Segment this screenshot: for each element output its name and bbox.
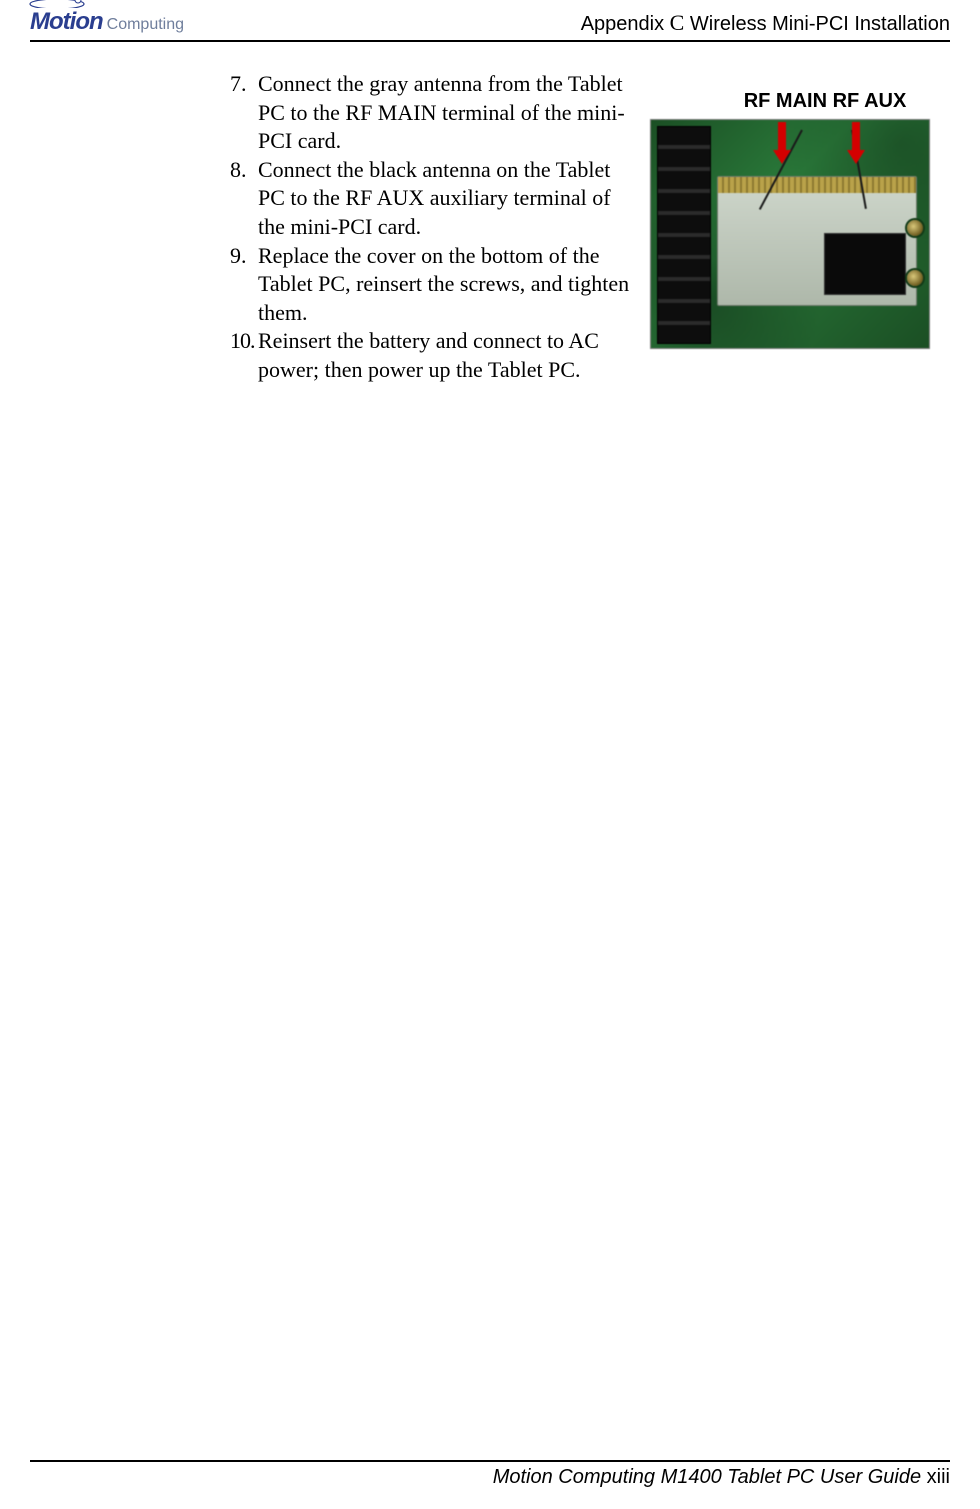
pcb-screw-hole [907,270,923,286]
arrow-rf-aux-icon [847,122,865,164]
footer-rule [30,1460,950,1462]
step-item: 10. Reinsert the battery and connect to … [230,327,630,384]
page-footer: Motion Computing M1400 Tablet PC User Gu… [30,1460,950,1489]
step-text: Reinsert the battery and connect to AC p… [258,327,630,384]
appendix-heading: Appendix C Wireless Mini-PCI Installatio… [581,10,950,36]
appendix-label: Appendix [581,13,664,35]
brand-logo: Motion Computing [30,8,184,36]
appendix-letter: C [670,10,685,35]
appendix-title: Wireless Mini-PCI Installation [690,13,950,35]
footer-text: Motion Computing M1400 Tablet PC User Gu… [30,1466,950,1489]
step-number: 7. [230,70,258,156]
mini-pci-illustration [650,119,930,349]
rf-terminal-labels: RF MAIN RF AUX [700,90,950,113]
step-number: 9. [230,242,258,328]
logo-computing-text: Computing [107,16,184,34]
step-number: 10. [230,327,258,384]
mini-pci-card [717,176,917,306]
step-text: Connect the black antenna on the Tablet … [258,156,630,242]
header-rule [30,40,950,42]
page-header: Motion Computing Appendix C Wireless Min… [30,2,950,36]
step-text: Connect the gray antenna from the Tablet… [258,70,630,156]
step-number: 8. [230,156,258,242]
pcb-chip-row [657,126,711,344]
rf-aux-label: RF AUX [833,90,907,112]
footer-guide-title: Motion Computing M1400 Tablet PC User Gu… [493,1466,921,1488]
content-area: 7. Connect the gray antenna from the Tab… [230,70,950,385]
logo-motion-text: Motion [30,8,103,36]
pcb-screw-hole [907,220,923,236]
step-item: 8. Connect the black antenna on the Tabl… [230,156,630,242]
step-item: 7. Connect the gray antenna from the Tab… [230,70,630,156]
rf-main-label: RF MAIN [744,90,827,112]
figure-column: RF MAIN RF AUX [650,70,950,385]
footer-page-number: xiii [927,1466,950,1488]
logo-swoosh-icon [28,0,86,8]
arrow-rf-main-icon [773,122,791,164]
step-item: 9. Replace the cover on the bottom of th… [230,242,630,328]
instruction-steps: 7. Connect the gray antenna from the Tab… [230,70,630,385]
step-text: Replace the cover on the bottom of the T… [258,242,630,328]
